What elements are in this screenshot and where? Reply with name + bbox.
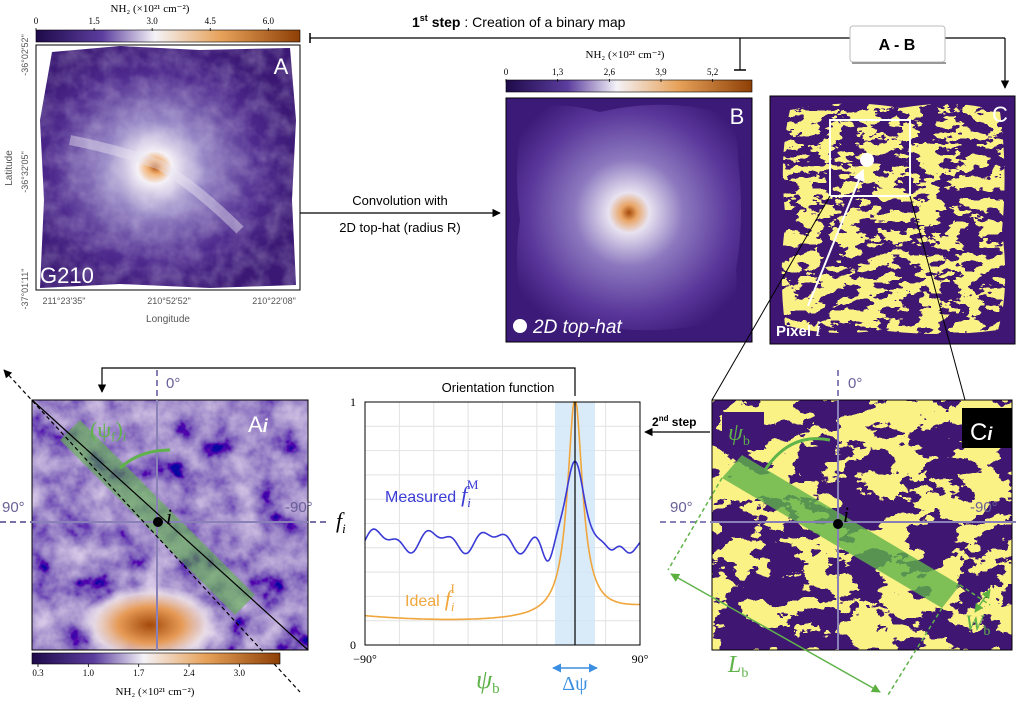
length-label: Lb — [727, 652, 748, 681]
x-tick-label: 211°23'35" — [43, 296, 86, 306]
colorbar-label: NH₂ (×10²¹ cm⁻²) — [116, 686, 195, 698]
object-name: G210 — [40, 263, 94, 288]
panel-label: C — [992, 102, 1008, 127]
x-tick-label: 90° — [632, 652, 649, 666]
operation-label: A - B — [879, 37, 916, 54]
psi-b-label: ψb — [476, 665, 500, 697]
plot-title: Orientation function — [442, 380, 555, 395]
y-tick-label: -37°01'11" — [20, 269, 30, 310]
colorbar-tick-label: 4.5 — [205, 16, 217, 26]
panel-label: B — [730, 104, 745, 129]
x-axis-label: Longitude — [146, 314, 190, 325]
angle-label: 0° — [848, 375, 862, 392]
colorbar-label: NH₂ (×10²¹ cm⁻²) — [586, 49, 665, 61]
colorbar-tick-label: 6.0 — [263, 16, 275, 26]
x-tick-label: −90° — [353, 652, 377, 666]
colorbar — [505, 79, 753, 93]
pixel-index: i — [843, 502, 849, 527]
panel-label: Ai — [248, 412, 269, 437]
angle-label: 90° — [2, 499, 25, 516]
measured-label: Measured fiM — [385, 477, 479, 510]
psi-b-label: ψb — [728, 420, 750, 449]
angle-label: -90° — [285, 499, 313, 516]
colorbar — [35, 29, 301, 43]
pixel-index: i — [166, 504, 172, 529]
y-tick-label: -36°32'05" — [20, 151, 30, 193]
y-axis-label: fi — [336, 508, 346, 536]
measured-curve — [364, 460, 641, 562]
convolution-text: 2D top-hat (radius R) — [339, 220, 460, 235]
angle-label: 90° — [670, 499, 693, 516]
colorbar-tick-label: 1.0 — [83, 668, 95, 678]
ideal-curve — [365, 401, 641, 621]
colorbar-tick-label: 1.5 — [88, 16, 100, 26]
colorbar-tick-label: 0.3 — [32, 668, 44, 678]
kernel-label: 2D top-hat — [532, 317, 622, 338]
step1-flow: 1st step : Creation of a binary map A - … — [309, 13, 1010, 89]
colorbar-tick-label: 3,9 — [655, 67, 667, 77]
colorbar-tick-label: 1,3 — [552, 67, 564, 77]
step1-label: 1st step : Creation of a binary map — [412, 13, 626, 30]
colorbar-tick-label: 3.0 — [147, 16, 159, 26]
angle-label: 0° — [166, 375, 180, 392]
panel-ai: i (ψf)i Ai 0° 90° -90° 0.3 1.0 1.7 2.4 3.0 N… — [0, 369, 330, 698]
panel-label: Ci — [970, 419, 993, 446]
ideal-label: Ideal fiI — [405, 581, 455, 614]
colorbar-tick-label: 0 — [34, 16, 39, 26]
panel-b: NH₂ (×10²¹ cm⁻²) 0 1,3 2,6 3,9 5,2 B 2D top-… — [504, 49, 753, 343]
angle-label: -90° — [970, 499, 998, 516]
panel-ci: i ψb Ci 0° 90° -90° Lb Wb — [660, 370, 1020, 696]
y-tick-label: -36°02'52" — [20, 34, 30, 76]
y-axis-label: Latitude — [4, 150, 15, 186]
orientation-plot: Orientation function 1 0 −90° 90° fi Mea… — [336, 380, 649, 697]
step2-label: 2nd step — [652, 414, 696, 429]
y-tick-label: 0 — [350, 638, 356, 652]
colorbar-label: NH₂ (×10²¹ cm⁻²) — [111, 3, 190, 15]
y-tick-label: 1 — [350, 395, 356, 409]
colorbar-tick-label: 5,2 — [707, 67, 718, 77]
step2-flow: 2nd step — [644, 414, 710, 437]
x-tick-label: 210°22'08" — [252, 296, 296, 306]
panel-a: NH₂ (×10²¹ cm⁻²) 0 1.5 3.0 4.5 6.0 A G210 La… — [4, 3, 301, 325]
colorbar — [31, 652, 281, 665]
pixel-label: Pixel i — [776, 316, 821, 341]
colorbar-tick-label: 2,6 — [604, 67, 616, 77]
convolution-text: Convolution with — [352, 193, 447, 208]
panel-label: A — [274, 54, 289, 79]
colorbar-tick-label: 2.4 — [183, 668, 195, 678]
colorbar-tick-label: 0 — [504, 67, 509, 77]
colorbar-tick-label: 3.0 — [234, 668, 246, 678]
x-tick-label: 210°52'52" — [147, 296, 191, 306]
colorbar-tick-label: 1.7 — [133, 668, 145, 678]
delta-psi-label: Δψ — [562, 673, 588, 695]
width-label: Wb — [965, 610, 990, 639]
panel-c: C Pixel i — [711, 95, 1016, 401]
convolution-arrow: Convolution with 2D top-hat (radius R) — [300, 193, 501, 235]
psi-label: (ψf)i — [90, 417, 127, 444]
